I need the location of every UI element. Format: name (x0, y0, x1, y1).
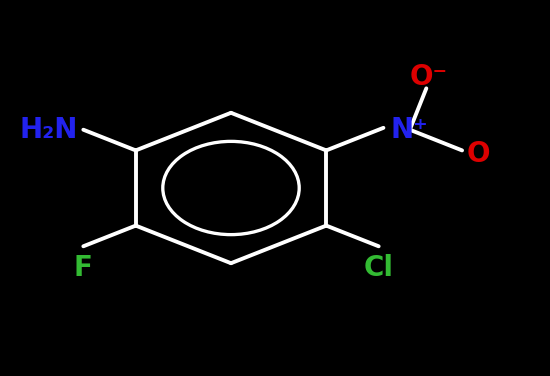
Text: Cl: Cl (364, 254, 394, 282)
Text: O: O (467, 140, 490, 168)
Text: N⁺: N⁺ (391, 116, 428, 144)
Text: H₂N: H₂N (19, 116, 78, 144)
Text: F: F (74, 254, 93, 282)
Text: O⁻: O⁻ (410, 63, 448, 91)
